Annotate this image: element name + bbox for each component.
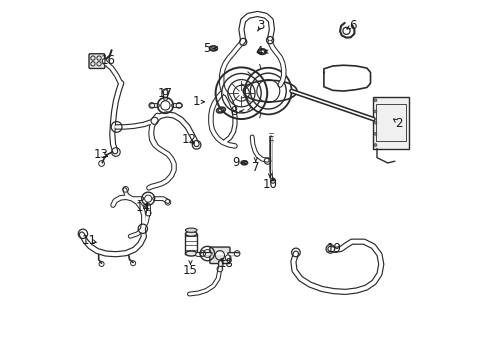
- Text: 13: 13: [94, 148, 108, 161]
- Text: 10: 10: [263, 178, 277, 191]
- Text: 5: 5: [203, 42, 210, 55]
- Ellipse shape: [186, 228, 197, 232]
- Text: 19: 19: [326, 242, 342, 255]
- Text: 1: 1: [193, 95, 200, 108]
- Text: 12: 12: [182, 133, 197, 146]
- FancyBboxPatch shape: [373, 96, 409, 149]
- Text: 9: 9: [232, 156, 240, 169]
- Text: 8: 8: [230, 105, 237, 118]
- Circle shape: [374, 144, 377, 147]
- Text: 17: 17: [158, 87, 173, 100]
- Text: 16: 16: [100, 54, 116, 67]
- Circle shape: [374, 110, 377, 113]
- Circle shape: [374, 132, 377, 135]
- Text: 7: 7: [252, 161, 260, 174]
- Text: 14: 14: [135, 202, 150, 215]
- Circle shape: [374, 99, 377, 102]
- Text: 6: 6: [349, 19, 356, 32]
- FancyBboxPatch shape: [89, 54, 105, 68]
- Text: 15: 15: [183, 264, 198, 277]
- Text: 11: 11: [81, 234, 97, 247]
- Text: 18: 18: [219, 257, 234, 270]
- Ellipse shape: [186, 251, 197, 256]
- FancyBboxPatch shape: [210, 247, 230, 264]
- Ellipse shape: [186, 231, 197, 236]
- Text: 3: 3: [257, 19, 265, 32]
- Text: 2: 2: [395, 117, 403, 130]
- Circle shape: [374, 121, 377, 124]
- Text: 4: 4: [255, 45, 262, 58]
